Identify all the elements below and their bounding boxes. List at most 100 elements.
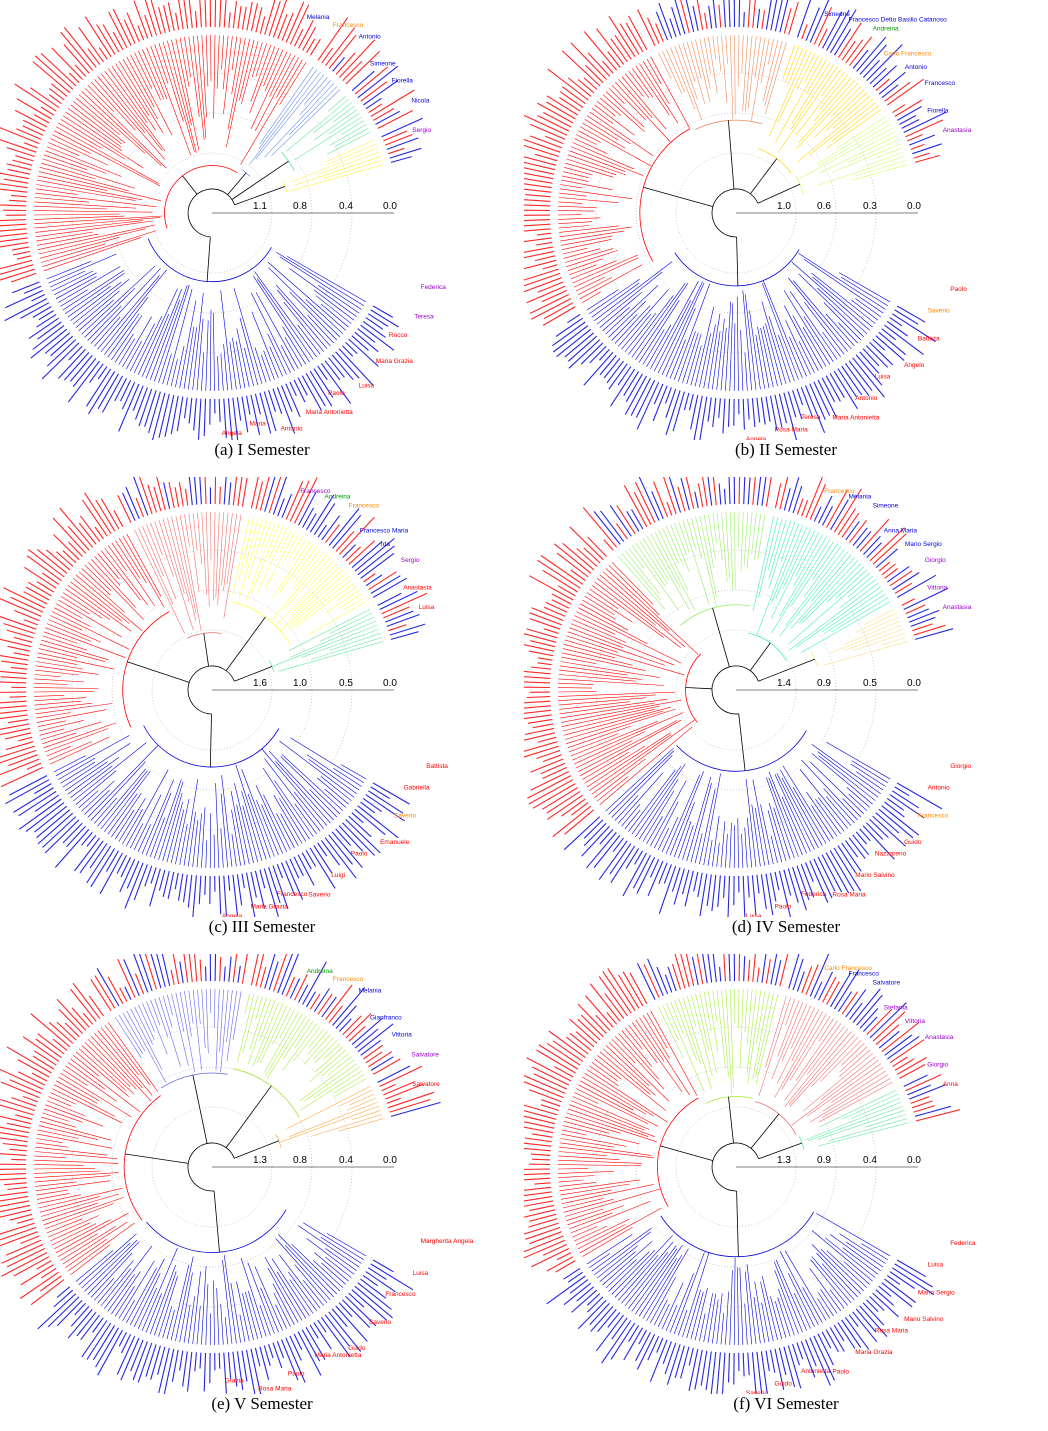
tip-label: Saverio [746, 1390, 768, 1394]
tip-label: Melania [849, 494, 872, 501]
cluster-4 [755, 954, 927, 1135]
cluster-1 [552, 249, 936, 440]
dendrogram-plot: 1.00.60.30.0SalvatoreFrancesco MariaAnto… [524, 0, 972, 440]
cluster-4 [231, 477, 407, 646]
tip-label: Saverio [369, 1319, 391, 1326]
tip-label: Andreina [307, 968, 333, 975]
cluster-1 [4, 238, 399, 440]
scale-label: 0.0 [907, 678, 921, 689]
tip-label: Vittoria [927, 585, 947, 592]
tip-label: Luisa [359, 383, 375, 390]
tip-label: Sergio [401, 557, 420, 564]
tip-label: Francesco [277, 891, 308, 898]
scale-label: 0.4 [863, 1155, 877, 1166]
tip-label: Salvatore [873, 980, 901, 987]
scale-label: 0.0 [383, 201, 397, 212]
tip-label: Grazia [225, 1378, 245, 1385]
tip-label: Francesco [849, 971, 880, 978]
tip-label: Rosa Maria [258, 1385, 292, 1392]
tip-label: Simeone [824, 11, 850, 18]
tip-label: Guido [775, 1381, 793, 1388]
tip-label: Guido [904, 839, 922, 846]
tip-label: Paolo [351, 851, 368, 858]
scale-label: 1.3 [777, 1155, 791, 1166]
cluster-3 [637, 0, 799, 130]
scale-label: 0.5 [339, 678, 353, 689]
dendrogram-plot: 1.40.90.50.0CatanosoAntonioAndreinaFranc… [524, 477, 972, 917]
cluster-2 [524, 968, 699, 1273]
scale-label: 0.4 [339, 201, 353, 212]
tip-label: Paolo [950, 286, 967, 293]
tip-label: Francesco [333, 976, 364, 983]
tip-label: Maria Grazia [251, 904, 289, 911]
scale-label: 1.0 [777, 201, 791, 212]
tip-label: Antonio [359, 33, 381, 40]
tip-label: Paolo [288, 1371, 305, 1378]
tip-label: Anna Maria [884, 528, 918, 535]
tip-label: Luisa [875, 374, 891, 381]
scale-label: 0.0 [383, 1155, 397, 1166]
tip-label: Anastasia [925, 1034, 954, 1041]
dendrogram-plot: 1.10.80.40.0FrancescoGiorgioAnna MariaMe… [0, 0, 446, 440]
tip-label: Fiorella [392, 78, 414, 85]
tip-label: Gianfranco [370, 1015, 402, 1022]
panel-caption: (b) II Semester [735, 440, 837, 459]
scale-label: 0.9 [817, 1155, 831, 1166]
panel-a: 1.10.80.40.0FrancescoGiorgioAnna MariaMe… [0, 0, 524, 477]
cluster-1 [563, 730, 943, 917]
tip-label: Nicola [411, 98, 429, 105]
dendrogram-plot: 1.61.00.50.0CieloSimeoneFrancesco Detto … [0, 477, 448, 917]
tip-label: Giorgio [925, 557, 946, 564]
tip-label: Francesco [385, 1291, 416, 1298]
root-branches [182, 160, 289, 282]
tip-label: Maria Antonietta [306, 409, 353, 416]
tip-label: Mario Salvino [855, 872, 895, 879]
tip-label: Francesco [349, 503, 380, 510]
scale-label: 0.9 [817, 678, 831, 689]
tip-label: Teresa [414, 313, 434, 320]
tip-label: Francesco [300, 488, 331, 495]
tip-label: Maria Antonietta [832, 415, 879, 422]
cluster-4 [281, 65, 415, 172]
tip-label: Anastasia [943, 127, 972, 134]
tip-label: Maria Grazia [855, 1349, 893, 1356]
cluster-2 [524, 15, 691, 326]
tip-label: Francesco [918, 812, 949, 819]
panel-caption: (e) V Semester [211, 1394, 313, 1413]
tip-label: Antonio [281, 425, 303, 432]
cluster-5 [269, 590, 428, 673]
scale-label: 0.3 [863, 201, 877, 212]
tip-label: Melania [307, 14, 330, 21]
root-branches [685, 607, 816, 771]
scale-label: 1.0 [293, 678, 307, 689]
cluster-4 [758, 0, 924, 174]
root-branches [643, 120, 801, 286]
scale-label: 1.6 [253, 678, 267, 689]
tip-label: Anastasia [403, 585, 432, 592]
tip-label: Antonio [855, 395, 877, 402]
tip-label: Fiorella [927, 108, 949, 115]
tip-label: Luisa [419, 604, 435, 611]
cluster-1 [546, 1211, 935, 1394]
tip-label: Ida [381, 541, 390, 548]
tip-label: Rosa Maria [775, 427, 809, 434]
tip-label: Angela [222, 430, 243, 437]
tip-label: Guido [348, 1345, 366, 1352]
cluster-4 [748, 477, 937, 662]
tip-label: Giorgio [950, 763, 971, 770]
tip-label: Simeone [370, 61, 396, 68]
tip-label: Teresa [801, 414, 821, 421]
tip-label: Angela [222, 913, 243, 917]
tip-label: Antonio [905, 64, 927, 71]
tip-label: Antonio [928, 785, 950, 792]
tip-label: Mario Sergio [905, 541, 942, 548]
panel-e: 1.30.80.40.0CieloSimeoneDetto Basilio Ca… [0, 954, 524, 1431]
cluster-3 [90, 954, 248, 1089]
tip-label: Margherita Angela [421, 1238, 474, 1245]
panel-caption: (d) IV Semester [731, 917, 841, 936]
scale-label: 0.0 [383, 678, 397, 689]
scale-label: 0.5 [863, 678, 877, 689]
cluster-4 [233, 954, 401, 1118]
